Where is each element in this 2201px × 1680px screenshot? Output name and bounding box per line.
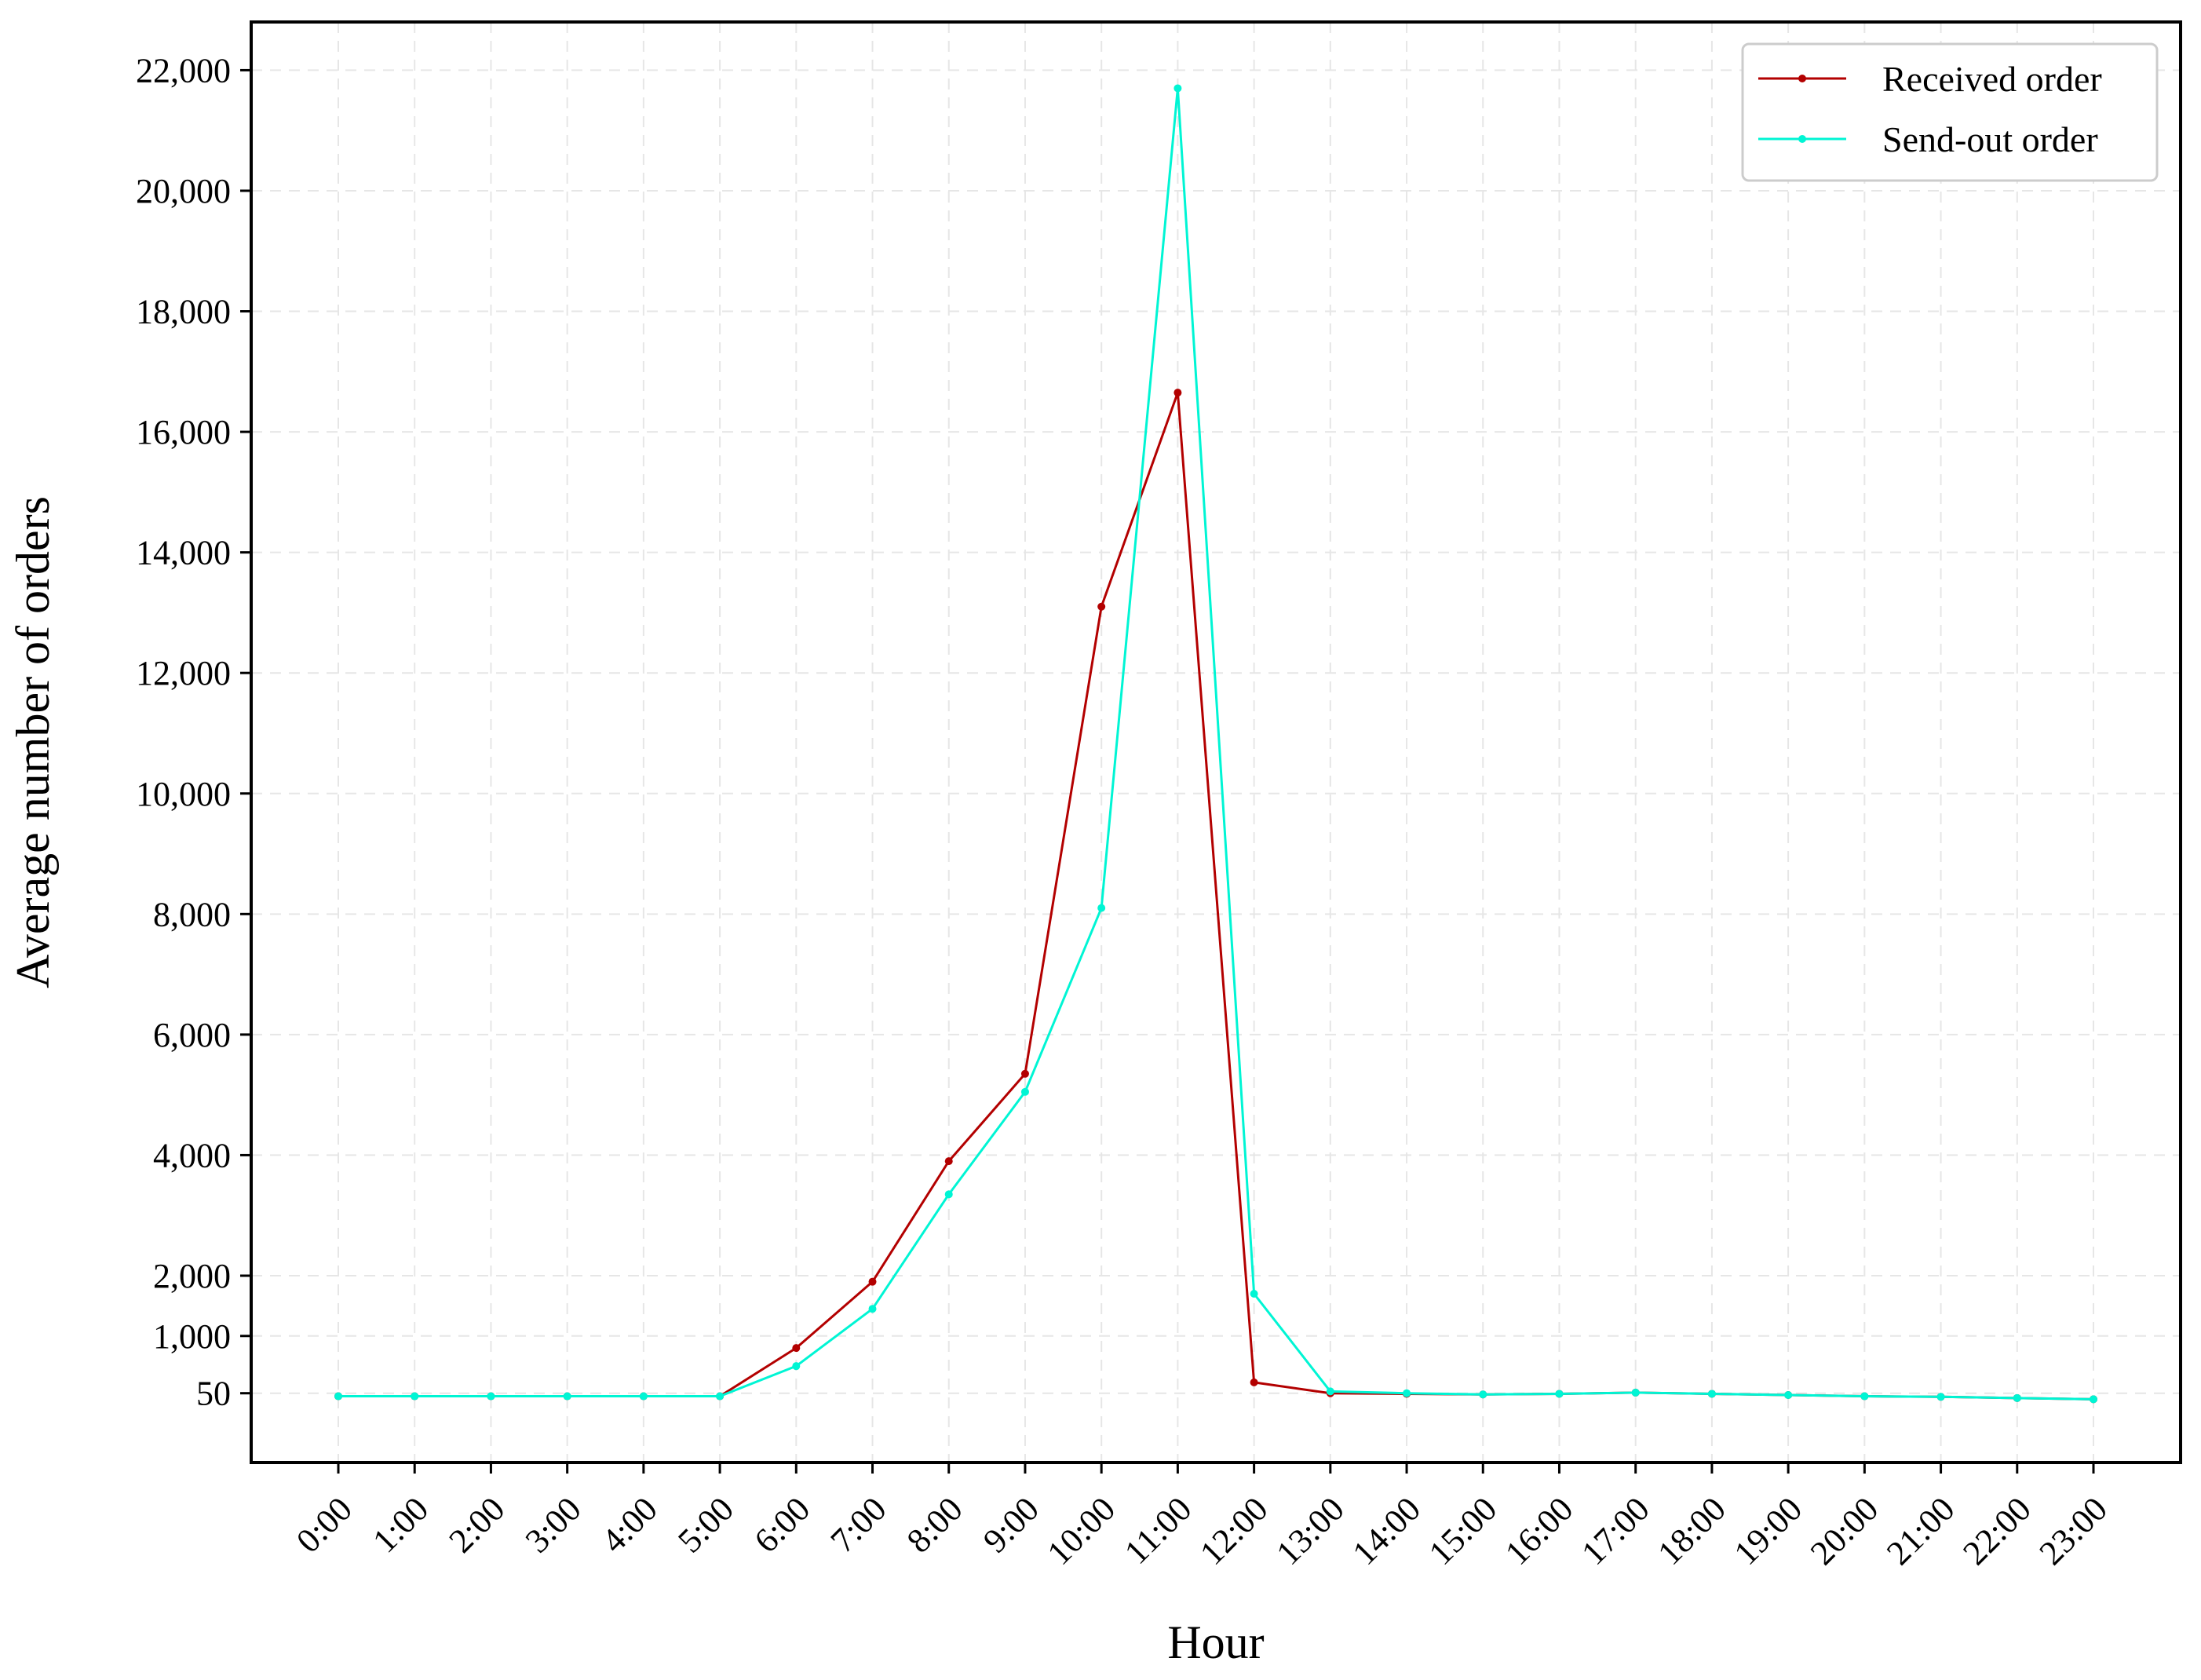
y-tick-label: 2,000: [153, 1257, 231, 1295]
legend: Received order Send-out order: [1741, 42, 2159, 182]
series-1: [334, 84, 2097, 1404]
data-point: [1174, 389, 1182, 397]
legend-label-send-out: Send-out order: [1882, 119, 2098, 159]
y-tick-label: 6,000: [153, 1016, 231, 1054]
x-tick-label: 1:00: [365, 1489, 436, 1560]
data-point: [1097, 602, 1106, 611]
data-point: [2013, 1393, 2021, 1402]
x-tick-label: 18:00: [1650, 1489, 1733, 1572]
y-tick-label: 4,000: [153, 1136, 231, 1174]
data-point: [2090, 1395, 2097, 1404]
x-tick-label: 8:00: [900, 1489, 970, 1560]
y-axis: 50 1,000 2,000 4,000 6,000 8,000 10,000 12,000 1…: [136, 51, 251, 1413]
y-axis-title: Average number of orders: [7, 496, 59, 988]
x-tick-label: 12:00: [1192, 1489, 1276, 1572]
y-tick-label: 14,000: [136, 534, 231, 572]
grid: [251, 22, 2181, 1463]
series-group: [334, 84, 2097, 1404]
data-point: [1479, 1390, 1487, 1399]
data-point: [1326, 1387, 1334, 1396]
y-tick-label: 8,000: [153, 895, 231, 933]
x-axis-title: Hour: [1167, 1616, 1264, 1668]
plot-area: [250, 20, 2182, 1464]
x-tick-label: 20:00: [1803, 1489, 1886, 1572]
x-tick-label: 0:00: [289, 1489, 360, 1560]
x-tick-label: 11:00: [1117, 1489, 1199, 1571]
y-tick-label: 20,000: [136, 172, 231, 210]
data-point: [563, 1392, 571, 1401]
data-point: [1250, 1378, 1258, 1386]
legend-label-received: Received order: [1882, 59, 2102, 99]
x-tick-label: 16:00: [1498, 1489, 1581, 1572]
x-tick-label: 6:00: [746, 1489, 817, 1560]
y-tick-label: 50: [196, 1375, 231, 1413]
x-tick-label: 21:00: [1879, 1489, 1962, 1572]
x-tick-label: 23:00: [2032, 1489, 2115, 1572]
data-point: [944, 1190, 953, 1199]
x-tick-label: 15:00: [1422, 1489, 1505, 1572]
data-point: [1097, 904, 1106, 912]
data-point: [944, 1157, 953, 1166]
data-point: [1784, 1391, 1793, 1400]
x-tick-label: 14:00: [1345, 1489, 1429, 1572]
x-tick-label: 5:00: [670, 1489, 741, 1560]
x-tick-label: 22:00: [1955, 1489, 2039, 1572]
legend-marker-send-out: [1798, 135, 1806, 143]
data-point: [1555, 1390, 1564, 1398]
x-tick-label: 4:00: [594, 1489, 665, 1560]
data-point: [868, 1277, 877, 1286]
x-tick-label: 17:00: [1574, 1489, 1657, 1572]
data-point: [1936, 1393, 1945, 1401]
data-point: [1403, 1389, 1411, 1397]
data-point: [868, 1305, 877, 1313]
series-0: [334, 389, 2097, 1404]
x-tick-label: 19:00: [1727, 1489, 1810, 1572]
data-point: [487, 1392, 495, 1401]
series-line: [338, 86, 2094, 1401]
data-point: [334, 1392, 342, 1401]
x-axis: 0:00 1:00 2:00 3:00 4:00 5:00 6:00 7:00 8:00 9:00…: [289, 1463, 2115, 1572]
data-point: [1020, 1087, 1029, 1096]
data-point: [792, 1362, 801, 1371]
x-tick-label: 7:00: [823, 1489, 894, 1560]
data-point: [1631, 1388, 1640, 1397]
x-tick-label: 10:00: [1040, 1489, 1123, 1572]
y-tick-label: 18,000: [136, 293, 231, 331]
data-point: [1020, 1069, 1029, 1078]
y-tick-label: 1,000: [153, 1317, 231, 1356]
data-point: [1707, 1390, 1716, 1398]
data-point: [639, 1392, 648, 1401]
y-tick-label: 22,000: [136, 51, 231, 89]
y-tick-label: 12,000: [136, 654, 231, 692]
data-point: [1174, 84, 1182, 93]
x-tick-label: 9:00: [976, 1489, 1046, 1560]
x-tick-label: 3:00: [518, 1489, 589, 1560]
data-point: [792, 1344, 801, 1353]
legend-marker-received: [1798, 75, 1806, 82]
x-tick-label: 2:00: [442, 1489, 513, 1560]
x-tick-label: 13:00: [1268, 1489, 1352, 1572]
y-tick-label: 10,000: [136, 775, 231, 813]
series-line: [338, 391, 2094, 1401]
y-tick-label: 16,000: [136, 413, 231, 451]
data-point: [411, 1392, 419, 1401]
data-point: [1860, 1392, 1869, 1401]
data-point: [716, 1392, 725, 1401]
data-point: [1250, 1290, 1258, 1298]
